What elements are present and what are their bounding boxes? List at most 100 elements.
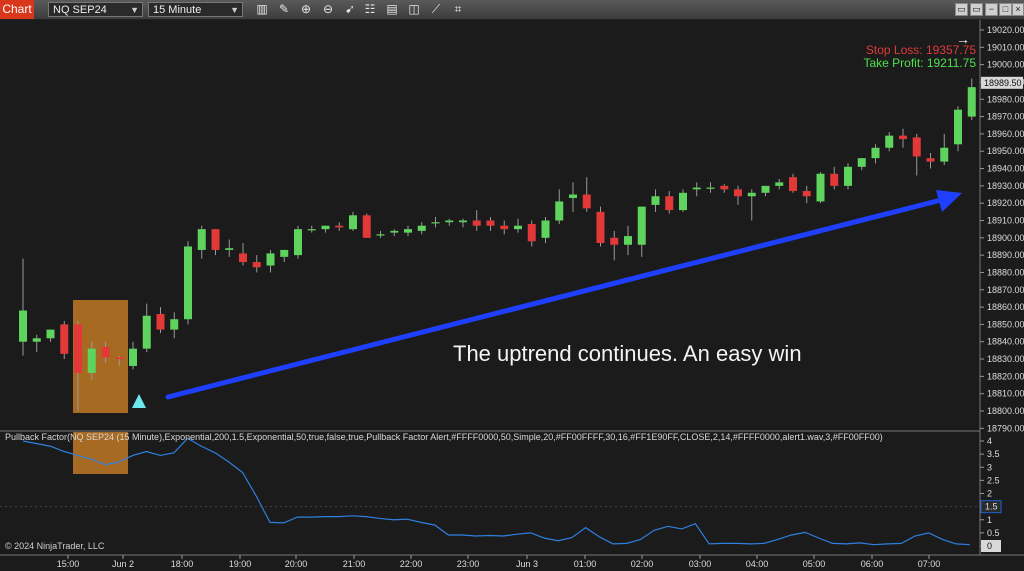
time-tick-label: Jun 2: [112, 559, 134, 569]
candle-body: [582, 194, 591, 209]
candle-body: [940, 147, 949, 162]
price-tick-label: 19000.00: [987, 60, 1024, 70]
time-tick-label: 05:00: [803, 559, 826, 569]
window-restore-button[interactable]: ▭: [955, 3, 968, 16]
instrument-value: NQ SEP24: [53, 4, 107, 16]
candle-body: [775, 182, 784, 186]
indicator-tick-label: 2: [987, 489, 992, 499]
candle-body: [541, 220, 550, 238]
time-tick-label: 18:00: [171, 559, 194, 569]
price-tick-label: 18980.00: [987, 94, 1024, 104]
interval-select[interactable]: 15 Minute ▼: [148, 2, 243, 17]
copyright: © 2024 NinjaTrader, LLC: [5, 541, 105, 551]
price-tick-label: 18920.00: [987, 198, 1024, 208]
arrow-right-icon[interactable]: →: [956, 31, 970, 47]
bar-type-icon[interactable]: ▥: [256, 2, 268, 16]
time-tick-label: Jun 3: [516, 559, 538, 569]
indicator-tick-label: 0.5: [987, 528, 1000, 538]
candle-body: [830, 173, 839, 186]
window-close-button[interactable]: ×: [1012, 3, 1024, 16]
price-tick-label: 18840.00: [987, 337, 1024, 347]
candle-body: [871, 147, 880, 159]
time-tick-label: 22:00: [400, 559, 423, 569]
candle-body: [761, 185, 770, 193]
time-tick-label: 21:00: [343, 559, 366, 569]
drawing-tools-icon[interactable]: ⟋: [431, 2, 441, 16]
time-tick-label: 20:00: [285, 559, 308, 569]
candle-body: [376, 234, 385, 236]
pointer-icon[interactable]: ➹: [344, 2, 356, 16]
trend-arrow-head: [936, 190, 962, 212]
annotation-caption: The uptrend continues. An easy win: [453, 341, 802, 366]
zoom-in-icon[interactable]: ⊕: [300, 2, 312, 16]
candle-body: [637, 206, 646, 245]
price-tick-label: 18960.00: [987, 129, 1024, 139]
candle-body: [46, 329, 55, 339]
strategies-icon[interactable]: ◫: [408, 2, 420, 16]
window-tile-button[interactable]: ▭: [970, 3, 983, 16]
candle-body: [225, 248, 234, 250]
candle-body: [184, 246, 192, 320]
price-tick-label: 18950.00: [987, 146, 1024, 156]
price-tick-label: 18910.00: [987, 216, 1024, 226]
price-tick-label: 18890.00: [987, 250, 1024, 260]
window-minimize-button[interactable]: −: [985, 3, 998, 16]
indicator-label: Pullback Factor(NQ SEP24 (15 Minute),Exp…: [5, 432, 883, 442]
candle-body: [445, 220, 454, 223]
current-price-box: [981, 76, 1023, 89]
time-tick-label: 15:00: [57, 559, 80, 569]
candle-body: [610, 237, 619, 245]
price-tick-label: 18800.00: [987, 406, 1024, 416]
indicator-tick-label: 2.5: [987, 475, 1000, 485]
properties-icon[interactable]: ☷: [364, 2, 376, 16]
stop-loss-label: Stop Loss: 19357.75: [865, 43, 976, 57]
indicator-tick-label: 1: [987, 515, 992, 525]
indicator-tick-label: 3.5: [987, 449, 1000, 459]
price-tick-label: 18850.00: [987, 319, 1024, 329]
indicator-series-line: [22, 437, 970, 546]
candle-body: [651, 196, 660, 205]
time-tick-label: 19:00: [229, 559, 252, 569]
pencil-icon[interactable]: ✎: [278, 2, 290, 16]
time-tick-label: 07:00: [918, 559, 941, 569]
price-tick-label: 18970.00: [987, 112, 1024, 122]
candle-body: [280, 249, 289, 257]
price-tick-label: 18900.00: [987, 233, 1024, 243]
window-maximize-button[interactable]: □: [999, 3, 1012, 16]
candle-body: [802, 191, 811, 197]
candle-body: [294, 229, 302, 256]
time-tick-label: 06:00: [861, 559, 884, 569]
time-tick-label: 03:00: [689, 559, 712, 569]
indicators-icon[interactable]: ⌗: [454, 2, 462, 16]
indicator-highlight-box: [73, 432, 128, 474]
price-tick-label: 18870.00: [987, 285, 1024, 295]
zoom-out-icon[interactable]: ⊖: [322, 2, 334, 16]
candle-body: [967, 87, 976, 117]
candle-body: [404, 229, 412, 233]
candle-body: [239, 253, 247, 263]
candle-body: [706, 187, 715, 189]
price-tick-label: 18940.00: [987, 164, 1024, 174]
take-profit-label: Take Profit: 19211.75: [863, 56, 976, 70]
price-tick-label: 18820.00: [987, 371, 1024, 381]
candle-body: [954, 109, 962, 145]
candle-body: [747, 192, 756, 197]
candle-body: [252, 262, 261, 268]
candle-body: [211, 229, 220, 250]
candle-body: [74, 324, 82, 373]
candle-body: [500, 225, 509, 230]
instrument-select[interactable]: NQ SEP24 ▼: [48, 2, 143, 17]
candle-body: [596, 211, 605, 244]
data-box-icon[interactable]: ▤: [386, 2, 398, 16]
candle-body: [417, 225, 426, 231]
price-tick-label: 18930.00: [987, 181, 1024, 191]
indicator-tick-label: 3: [987, 462, 992, 472]
chart-menu-button[interactable]: Chart: [0, 0, 34, 19]
candle-body: [335, 225, 344, 228]
price-tick-label: 18860.00: [987, 302, 1024, 312]
candle-body: [431, 222, 440, 224]
time-tick-label: 01:00: [574, 559, 597, 569]
candle-body: [844, 166, 852, 186]
threshold-box: [980, 500, 1002, 514]
